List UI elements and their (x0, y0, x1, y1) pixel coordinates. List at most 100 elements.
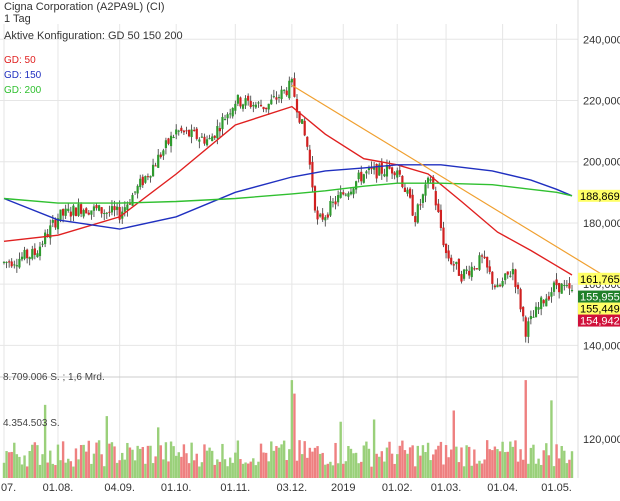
candle-body (488, 266, 491, 272)
candle-body (570, 290, 574, 292)
candle-body (92, 206, 96, 211)
volume-bar (82, 444, 85, 478)
candle-body (123, 207, 126, 212)
candle-body (113, 206, 116, 211)
volume-bar (324, 464, 327, 478)
volume-bar (113, 446, 116, 478)
candle-body (239, 97, 242, 107)
volume-bar (552, 466, 556, 478)
candle-body (270, 99, 273, 105)
time-tick-label: 01.04. (487, 482, 518, 494)
volume-bar (28, 451, 31, 478)
volume-bar (460, 447, 463, 478)
candle-body (149, 175, 152, 178)
volume-bar (390, 453, 394, 478)
candle-body (175, 129, 178, 135)
volume-bar (434, 449, 437, 478)
candle-body (44, 232, 47, 245)
candle-body (406, 189, 409, 194)
volume-bar (275, 446, 278, 478)
candle-body (82, 210, 85, 217)
volume-bar (231, 462, 234, 478)
candle-body (362, 174, 365, 183)
candle-body (95, 205, 98, 209)
volume-bar (38, 464, 42, 478)
volume-bar (362, 445, 366, 478)
candle-body (100, 207, 103, 214)
price-tag-label: 188,869 (580, 191, 620, 203)
candle-body (254, 104, 257, 108)
candle-body (133, 191, 137, 193)
volume-bar (370, 466, 373, 478)
volume-bar (208, 447, 211, 478)
candle-body (493, 285, 496, 288)
volume-bar (534, 463, 538, 478)
volume-bar (236, 440, 240, 478)
volume-bar (221, 443, 224, 478)
candle-body (285, 90, 288, 96)
time-tick-label: 01.02. (382, 482, 413, 494)
volume-bar (210, 450, 214, 478)
candle-body (301, 119, 304, 124)
volume-bar (25, 466, 29, 478)
candle-body (159, 154, 162, 158)
volume-bar (498, 451, 502, 478)
volume-bar (282, 440, 286, 478)
volume-bar (267, 461, 270, 478)
volume-bar (488, 449, 491, 478)
volume-bar (90, 463, 93, 478)
price-tick-label: 140,000 (583, 340, 620, 352)
volume-bar (470, 465, 473, 478)
candle-body (154, 165, 157, 167)
candle-body (308, 149, 311, 165)
volume-bar (270, 441, 273, 478)
volume-bar (264, 452, 268, 478)
candle-body (15, 265, 18, 267)
volume-bar (46, 462, 49, 478)
candle-body (205, 139, 209, 146)
time-tick-label: 01.08. (43, 482, 74, 494)
candle-body (504, 273, 507, 281)
volume-group (2, 380, 574, 478)
candle-body (231, 108, 234, 117)
candle-body (319, 214, 322, 217)
moving-average-line-1 (3, 105, 573, 276)
candle-body (365, 171, 368, 174)
candle-body (450, 257, 453, 265)
candle-body (62, 209, 65, 216)
candle-body (103, 213, 106, 215)
volume-bar (414, 466, 417, 478)
volume-bar (272, 450, 276, 478)
candle-body (223, 119, 227, 121)
candle-body (26, 249, 29, 259)
candle-body (563, 285, 566, 287)
candle-body (349, 191, 353, 195)
volume-bar (401, 440, 404, 478)
volume-bar (570, 451, 574, 478)
volume-bar (300, 454, 304, 478)
candle-body (59, 209, 62, 220)
volume-bar (49, 450, 52, 478)
volume-bar (43, 404, 47, 478)
volume-bar (521, 459, 525, 478)
volume-bar (372, 419, 376, 478)
volume-bar (408, 447, 412, 478)
volume-bar (174, 455, 178, 478)
candle-body (131, 195, 134, 206)
price-tag-label: 155,955 (580, 292, 620, 304)
price-tag-box (578, 302, 620, 315)
volume-bar (146, 445, 150, 478)
legend-gd150: GD: 150 (4, 70, 42, 81)
volume-bar (501, 441, 504, 478)
candle-body (164, 140, 168, 149)
volume-bar (218, 461, 222, 478)
candle-body (290, 79, 293, 83)
candle-body (2, 261, 6, 263)
volume-bar (303, 441, 306, 478)
candle-body (550, 292, 553, 297)
volume-bar (532, 444, 535, 478)
volume-bar (313, 447, 317, 478)
volume-bar (509, 441, 512, 478)
volume-bar (349, 448, 353, 478)
volume-bar (496, 449, 499, 478)
